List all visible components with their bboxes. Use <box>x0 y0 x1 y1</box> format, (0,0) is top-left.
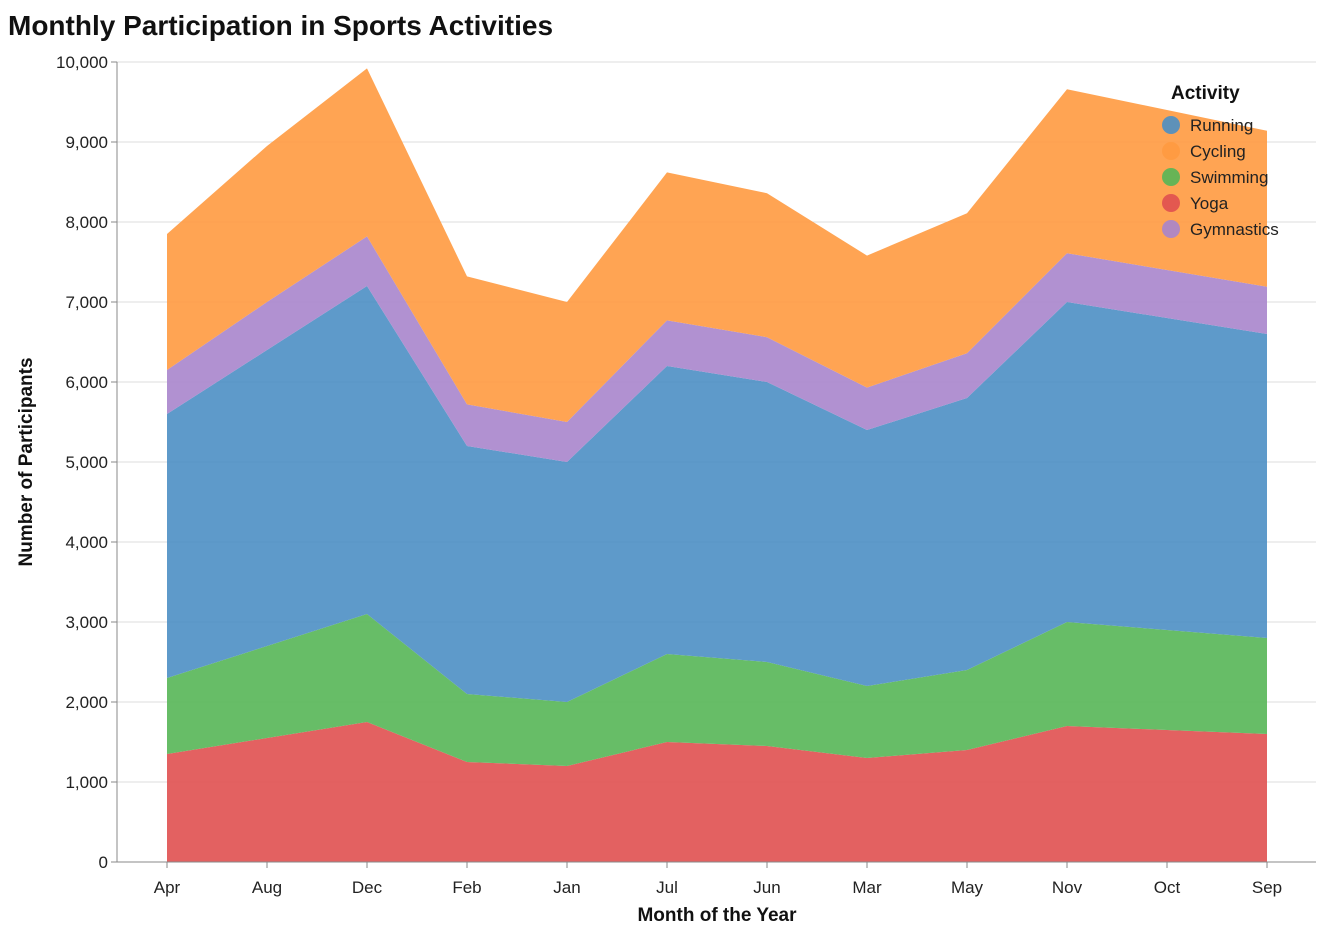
y-axis-title: Number of Participants <box>16 357 37 566</box>
area-gymnastics <box>167 236 1267 462</box>
legend-swatch-cycling <box>1162 142 1180 160</box>
legend-label-yoga: Yoga <box>1190 194 1229 213</box>
legend-label-gymnastics: Gymnastics <box>1190 220 1279 239</box>
y-tick-label: 6,000 <box>65 373 108 392</box>
x-tick-label: Aug <box>252 878 282 897</box>
y-tick-label: 4,000 <box>65 533 108 552</box>
y-tick-label: 0 <box>99 853 108 872</box>
y-tick-label: 9,000 <box>65 133 108 152</box>
legend-entries: Running Cycling Swimming Yoga Gymnastics <box>1162 116 1279 239</box>
x-tick-label: Dec <box>352 878 383 897</box>
x-tick-label: Jun <box>753 878 780 897</box>
legend-title: Activity <box>1171 83 1240 104</box>
x-tick-label: Mar <box>852 878 882 897</box>
y-tick-label: 2,000 <box>65 693 108 712</box>
legend-swatch-gymnastics <box>1162 220 1180 238</box>
y-tick-label: 3,000 <box>65 613 108 632</box>
area-running <box>167 286 1267 702</box>
area-swimming <box>167 614 1267 766</box>
legend: Activity Running Cycling Swimming Yoga Gymna… <box>1162 83 1279 239</box>
legend-label-swimming: Swimming <box>1190 168 1268 187</box>
x-tick-label: May <box>951 878 984 897</box>
area-yoga <box>167 722 1267 862</box>
area-cycling <box>167 68 1267 423</box>
x-tick-label: Oct <box>1154 878 1181 897</box>
y-tick-label: 5,000 <box>65 453 108 472</box>
legend-swatch-running <box>1162 116 1180 134</box>
x-tick-label: Feb <box>452 878 481 897</box>
y-tick-label: 8,000 <box>65 213 108 232</box>
y-ticks: 0 1,000 2,000 3,000 4,000 5,000 6,000 7,000 8,00… <box>56 53 117 872</box>
x-tick-label: Apr <box>154 878 181 897</box>
y-tick-label: 10,000 <box>56 53 108 72</box>
x-tick-label: Jul <box>656 878 678 897</box>
y-tick-label: 1,000 <box>65 773 108 792</box>
chart-title: Monthly Participation in Sports Activiti… <box>8 10 553 41</box>
legend-label-running: Running <box>1190 116 1253 135</box>
x-tick-label: Sep <box>1252 878 1282 897</box>
stacked-areas <box>167 68 1267 862</box>
x-tick-label: Jan <box>553 878 580 897</box>
y-tick-label: 7,000 <box>65 293 108 312</box>
x-axis-title: Month of the Year <box>637 905 797 926</box>
legend-swatch-swimming <box>1162 168 1180 186</box>
x-ticks: Apr Aug Dec Feb Jan Jul Jun Mar May Nov Oct Sep <box>154 862 1282 897</box>
x-tick-label: Nov <box>1052 878 1083 897</box>
legend-label-cycling: Cycling <box>1190 142 1246 161</box>
legend-swatch-yoga <box>1162 194 1180 212</box>
